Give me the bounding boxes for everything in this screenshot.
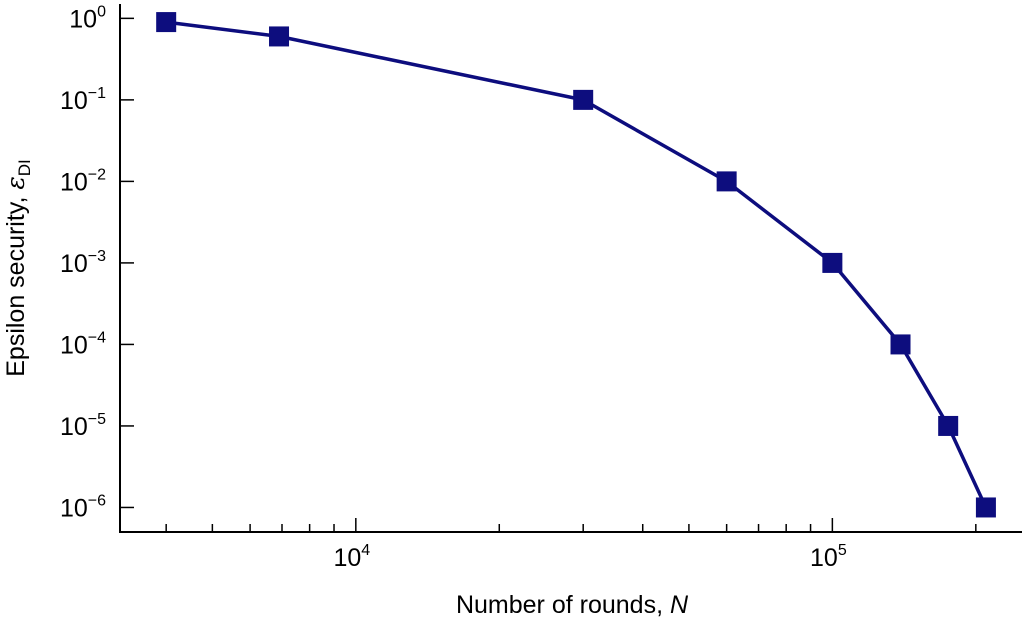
y-axis-title-var: ε: [1, 176, 30, 189]
y-tick-label: 100: [69, 3, 106, 33]
y-tick-label-base: 10: [60, 250, 88, 278]
series-line: [165, 20, 988, 509]
data-point-marker: [938, 415, 959, 436]
data-point-marker: [822, 252, 843, 273]
series-layer: [156, 12, 996, 518]
y-tick-label: 10−6: [60, 492, 106, 522]
y-tick-label-base: 10: [60, 168, 88, 196]
y-tick-label-base: 10: [60, 87, 88, 115]
y-tick-label: 10−3: [60, 248, 106, 278]
x-tick-label-base: 10: [810, 544, 838, 572]
y-tick-label-base: 10: [60, 494, 88, 522]
x-tick-label-base: 10: [333, 544, 361, 572]
y-tick-label-exp: 0: [97, 3, 106, 20]
y-tick-label-exp: −3: [88, 248, 106, 265]
y-tick-label-exp: −5: [88, 411, 106, 428]
x-axis-title-text: Number of rounds,: [456, 591, 670, 619]
y-tick-label: 10−2: [60, 166, 106, 196]
data-point-marker: [573, 89, 594, 110]
y-tick-label-exp: −6: [88, 492, 106, 509]
y-axis-title: Epsilon security, εDI: [1, 159, 34, 377]
y-tick-label: 10−1: [60, 85, 106, 115]
data-point-marker: [269, 26, 290, 47]
y-tick-label-base: 10: [60, 413, 88, 441]
data-point-marker: [716, 171, 737, 192]
x-tick-label: 105: [810, 542, 847, 572]
y-tick-label-base: 10: [60, 331, 88, 359]
data-point-marker: [890, 334, 911, 355]
y-tick-label: 10−4: [60, 329, 106, 359]
y-axis-title-text: Epsilon security,: [2, 190, 30, 377]
data-point-marker: [156, 12, 177, 33]
y-tick-label: 10−5: [60, 411, 106, 441]
x-axis-title-var: N: [670, 591, 689, 619]
x-tick-label-exp: 4: [361, 542, 370, 559]
x-axis-title: Number of rounds, N: [456, 591, 689, 619]
axes: [119, 4, 1022, 533]
x-tick-label-exp: 5: [838, 542, 847, 559]
y-tick-label-exp: −4: [88, 329, 106, 346]
x-tick-label: 104: [333, 542, 370, 572]
y-tick-label-exp: −1: [88, 85, 106, 102]
x-axis-ticks: 104 105: [165, 518, 977, 572]
y-axis-title-sub: DI: [15, 159, 34, 176]
data-point-marker: [975, 497, 996, 518]
y-tick-label-base: 10: [69, 5, 97, 33]
y-tick-label-exp: −2: [88, 166, 106, 183]
